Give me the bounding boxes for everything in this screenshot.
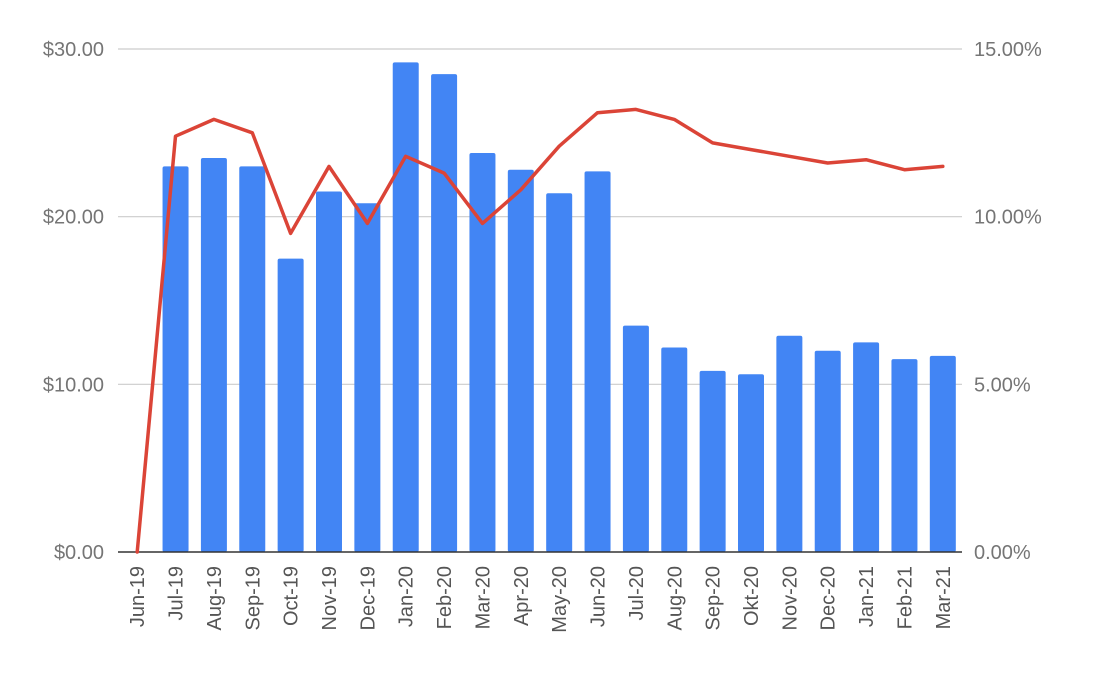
line-path bbox=[135, 107, 945, 554]
bar bbox=[277, 258, 304, 552]
y-right-tick-label: 15.00% bbox=[974, 39, 1042, 61]
x-tick-label: Jul-20 bbox=[626, 566, 648, 620]
bar bbox=[929, 355, 956, 552]
y-left-tick-label: $0.00 bbox=[54, 542, 104, 564]
x-tick-label: Sep-19 bbox=[242, 566, 264, 631]
x-tick-label: Aug-19 bbox=[204, 566, 226, 631]
y-right-tick-label: 0.00% bbox=[974, 542, 1031, 564]
bar bbox=[661, 347, 688, 552]
x-tick-label: May-20 bbox=[549, 566, 571, 633]
x-tick-label: Jul-19 bbox=[166, 566, 188, 620]
x-tick-label: Mar-21 bbox=[933, 566, 955, 629]
y-axis-left-tick-labels: $0.00 $10.00 $20.00 $30.00 bbox=[43, 39, 104, 564]
bar bbox=[622, 325, 649, 552]
x-tick-label: Sep-20 bbox=[703, 566, 725, 631]
bar bbox=[814, 350, 841, 552]
bar bbox=[431, 74, 458, 553]
x-tick-label: Jan-20 bbox=[396, 566, 418, 627]
x-tick-label: Apr-20 bbox=[511, 566, 533, 626]
bar bbox=[162, 166, 189, 552]
x-tick-label: Dec-19 bbox=[357, 566, 379, 630]
x-tick-label: Jun-19 bbox=[127, 566, 149, 627]
bar bbox=[239, 166, 266, 552]
x-tick-label: Mar-20 bbox=[472, 566, 494, 629]
bar bbox=[469, 152, 496, 552]
y-right-tick-label: 5.00% bbox=[974, 374, 1031, 396]
x-tick-label: Nov-19 bbox=[319, 566, 341, 630]
bar bbox=[699, 370, 726, 552]
x-tick-label: Feb-20 bbox=[434, 566, 456, 629]
bar bbox=[891, 359, 918, 552]
x-axis-tick-labels: Jun-19 Jul-19 Aug-19 Sep-19 Oct-19 Nov-19 Dec-… bbox=[127, 566, 955, 633]
bar bbox=[507, 169, 534, 552]
x-tick-label: Feb-21 bbox=[894, 566, 916, 629]
bar bbox=[354, 203, 381, 552]
x-tick-label: Oct-19 bbox=[281, 566, 303, 626]
bar bbox=[584, 171, 611, 552]
x-tick-label: Dec-20 bbox=[818, 566, 840, 630]
bar bbox=[316, 191, 342, 552]
y-left-tick-label: $20.00 bbox=[43, 207, 104, 229]
y-left-tick-label: $30.00 bbox=[43, 39, 104, 61]
bar bbox=[738, 374, 764, 552]
bar bbox=[546, 193, 573, 552]
bar bbox=[200, 157, 227, 552]
line-series bbox=[135, 107, 945, 554]
x-tick-label: Okt-20 bbox=[741, 566, 763, 626]
bar bbox=[776, 335, 803, 552]
x-tick-label: Aug-20 bbox=[664, 566, 686, 631]
x-tick-label: Jun-20 bbox=[588, 566, 610, 627]
y-left-tick-label: $10.00 bbox=[43, 374, 104, 396]
bar bbox=[853, 342, 880, 552]
bar bbox=[392, 62, 419, 553]
bar-series bbox=[162, 62, 956, 553]
y-axis-right-tick-labels: 0.00% 5.00% 10.00% 15.00% bbox=[974, 39, 1042, 564]
x-tick-label: Jan-21 bbox=[856, 566, 878, 627]
x-tick-label: Nov-20 bbox=[779, 566, 801, 630]
y-right-tick-label: 10.00% bbox=[974, 207, 1042, 229]
